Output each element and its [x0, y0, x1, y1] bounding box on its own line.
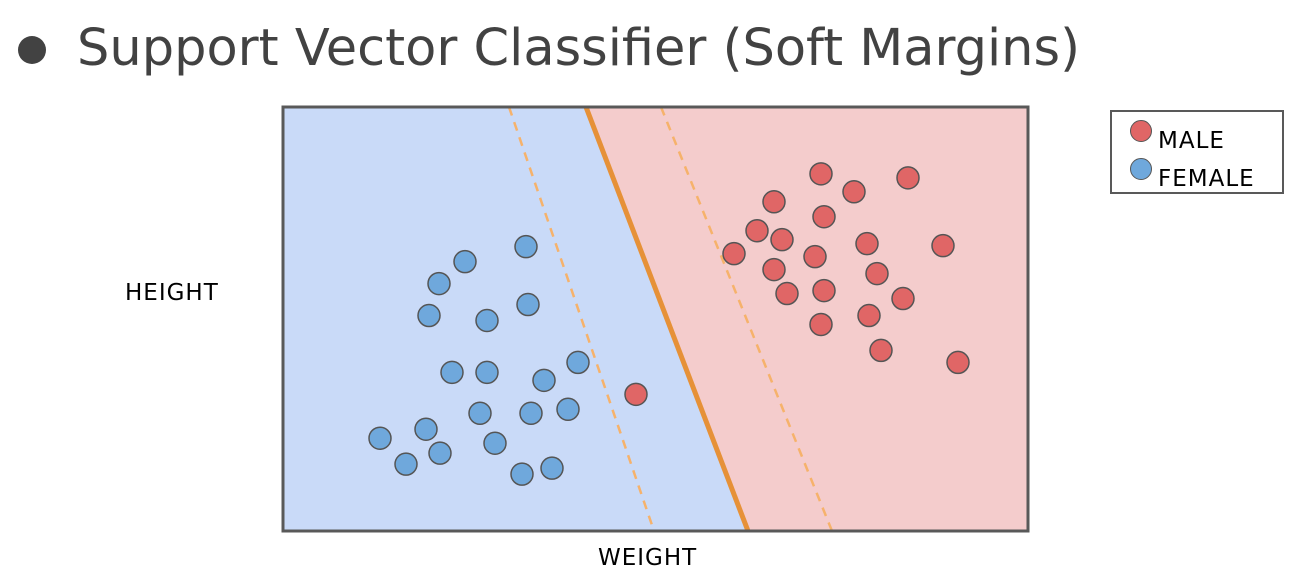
circle-icon — [1130, 120, 1152, 142]
male-point — [946, 350, 970, 375]
female-point — [516, 292, 540, 317]
female-point — [475, 308, 499, 333]
female-point — [414, 417, 438, 441]
male-point — [722, 241, 746, 266]
male-point — [842, 180, 866, 204]
male-point — [770, 227, 794, 252]
decision-boundary — [583, 106, 751, 532]
female-point — [453, 249, 477, 274]
legend: MALE FEMALE — [1110, 110, 1284, 194]
female-point — [532, 368, 556, 393]
male-point — [896, 166, 920, 190]
female-point — [483, 431, 507, 455]
male-point — [931, 233, 955, 258]
male-point — [803, 244, 827, 269]
female-point — [540, 456, 564, 480]
female-point — [510, 462, 534, 486]
female-point — [468, 401, 492, 426]
female-point — [519, 401, 543, 426]
female-region — [283, 107, 748, 531]
male-point — [865, 261, 889, 286]
male-point — [891, 286, 915, 311]
female-point — [394, 452, 418, 476]
legend-item-male: MALE — [1130, 120, 1225, 154]
y-axis-label: HEIGHT — [125, 280, 219, 306]
female-point — [556, 397, 580, 422]
male-point — [762, 190, 786, 214]
male-region — [586, 107, 1028, 531]
male-point — [855, 231, 879, 256]
male-point — [812, 278, 836, 303]
slide-title: Support Vector Classifier (Soft Margins) — [77, 19, 1080, 78]
female-point — [475, 360, 499, 385]
male-point — [809, 162, 833, 186]
male-point — [745, 218, 769, 243]
female-point — [514, 234, 538, 259]
bullet-dot-icon — [18, 36, 46, 64]
female-point — [566, 350, 590, 375]
legend-label-male: MALE — [1158, 128, 1225, 154]
male-point — [624, 382, 648, 407]
female-point — [368, 426, 392, 450]
female-point — [440, 360, 464, 385]
male-point — [857, 303, 881, 328]
male-point — [762, 257, 786, 282]
legend-item-female: FEMALE — [1130, 158, 1255, 192]
margin-line-upper — [659, 106, 834, 532]
data-points — [368, 162, 970, 486]
male-point — [775, 281, 799, 306]
plot-frame — [281, 105, 1030, 533]
female-point — [427, 271, 451, 296]
x-axis-label: WEIGHT — [598, 545, 698, 571]
margin-line-lower — [507, 106, 656, 532]
female-point — [417, 303, 441, 328]
male-point — [812, 204, 836, 229]
circle-icon — [1130, 158, 1152, 180]
male-point — [869, 338, 893, 363]
female-point — [428, 441, 452, 465]
legend-label-female: FEMALE — [1158, 166, 1255, 192]
male-point — [809, 312, 833, 337]
